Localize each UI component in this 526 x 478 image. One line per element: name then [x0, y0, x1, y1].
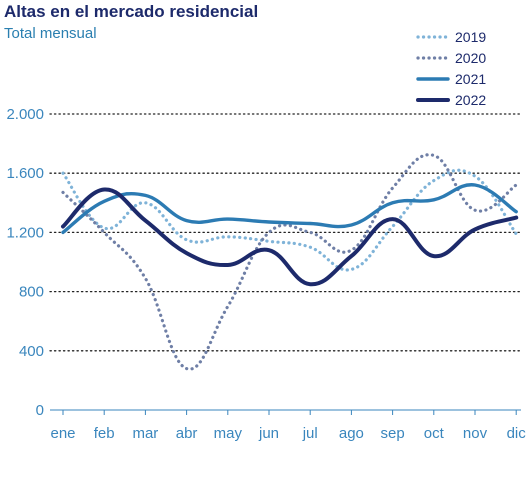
x-tick-label: feb	[94, 425, 115, 442]
y-tick-label: 1.200	[6, 224, 44, 241]
y-tick-label: 0	[36, 402, 44, 419]
legend-label-2020: 2020	[455, 50, 486, 66]
legend-label-2021: 2021	[455, 71, 486, 87]
x-tick-label: jun	[258, 425, 279, 442]
chart-subtitle: Total mensual	[4, 25, 97, 42]
x-tick-label: may	[214, 425, 243, 442]
x-tick-label: ago	[339, 425, 364, 442]
legend-label-2019: 2019	[455, 29, 486, 45]
legend-label-2022: 2022	[455, 92, 486, 108]
y-tick-label: 400	[19, 343, 44, 360]
series-line-2022	[61, 187, 519, 287]
x-tick-label: nov	[463, 425, 488, 442]
x-tick-label: ene	[50, 425, 75, 442]
legend: 2019 2020 2021 2022	[416, 29, 486, 108]
x-tick-label: oct	[424, 425, 445, 442]
series-line-2019	[61, 168, 518, 272]
y-tick-label: 800	[19, 284, 44, 301]
x-tick-label: abr	[176, 425, 198, 442]
series-line-2021	[61, 183, 518, 235]
axes: 0 400 800 1.200 1.600 2.000 ene feb mar abr may jun…	[6, 106, 526, 442]
y-tick-label: 2.000	[6, 106, 44, 123]
series-lines	[61, 153, 519, 371]
chart-title: Altas en el mercado residencial	[4, 2, 259, 21]
series-line-2020	[61, 153, 518, 371]
grid-lines	[49, 113, 522, 352]
y-tick-label: 1.600	[6, 165, 44, 182]
x-tick-label: jul	[302, 425, 318, 442]
x-tick-label: dic	[507, 425, 526, 442]
x-tick-label: sep	[381, 425, 405, 442]
x-tick-label: mar	[132, 425, 158, 442]
